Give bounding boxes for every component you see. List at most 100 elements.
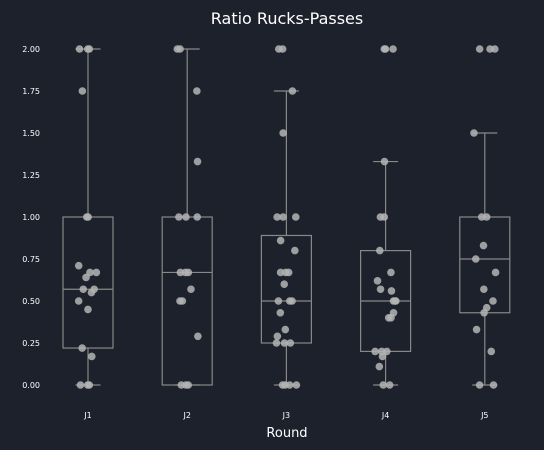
y-tick-label: 1.50 <box>22 129 40 138</box>
data-point <box>280 339 289 347</box>
y-tick-label: 0.00 <box>22 381 40 390</box>
data-point <box>371 347 379 356</box>
data-point <box>182 213 190 221</box>
data-point <box>475 381 484 389</box>
x-tick-label: J4 <box>381 411 389 420</box>
x-tick-label: J3 <box>282 411 290 420</box>
data-point <box>472 325 481 334</box>
data-point <box>279 213 287 221</box>
y-tick-label: 1.75 <box>22 87 40 96</box>
data-point <box>74 261 83 270</box>
data-point <box>193 157 202 166</box>
data-point <box>291 246 299 255</box>
data-point <box>487 347 496 356</box>
data-point <box>491 45 499 53</box>
data-point <box>375 362 384 371</box>
data-point <box>489 381 498 389</box>
data-point <box>285 297 294 305</box>
data-point <box>284 268 293 277</box>
data-point <box>482 213 491 221</box>
iqr-box <box>62 216 114 349</box>
data-point <box>184 268 193 277</box>
data-point <box>276 236 285 245</box>
y-tick-label: 1.00 <box>22 213 40 222</box>
iqr-box <box>161 216 213 386</box>
data-point <box>292 381 301 389</box>
data-point <box>75 45 84 53</box>
data-point <box>274 45 283 53</box>
data-point <box>489 297 497 305</box>
data-point <box>193 213 202 221</box>
data-point <box>480 285 488 294</box>
data-point <box>384 314 393 322</box>
data-point <box>84 305 92 314</box>
data-point <box>184 381 193 389</box>
data-point <box>280 280 289 289</box>
data-point <box>187 285 195 294</box>
data-point <box>475 45 484 53</box>
y-tick-label: 0.25 <box>22 339 40 348</box>
data-point <box>194 332 202 341</box>
data-point <box>373 277 382 285</box>
box-J1 <box>62 48 114 386</box>
data-point <box>276 308 285 317</box>
chart-title: Ratio Rucks-Passes <box>211 9 363 28</box>
data-point <box>82 273 90 282</box>
data-point <box>272 339 281 347</box>
data-point <box>385 381 394 389</box>
data-point <box>76 381 85 389</box>
strip-points <box>74 45 500 389</box>
data-point <box>173 45 182 53</box>
data-point <box>273 213 281 221</box>
data-point <box>276 268 285 277</box>
data-point <box>193 87 201 95</box>
data-point <box>78 344 86 352</box>
data-point <box>479 241 488 250</box>
data-point <box>175 213 183 221</box>
data-point <box>286 339 295 347</box>
data-point <box>177 381 186 389</box>
data-point <box>380 45 389 53</box>
x-tick-label: J5 <box>480 411 488 420</box>
x-axis-label: Round <box>266 426 307 441</box>
iqr-box <box>459 216 511 314</box>
data-point <box>288 87 297 95</box>
data-point <box>279 129 287 137</box>
y-tick-label: 0.75 <box>22 255 40 264</box>
data-point <box>92 268 101 277</box>
data-point <box>78 87 87 95</box>
data-point <box>378 352 387 361</box>
data-point <box>281 325 290 334</box>
y-tick-label: 0.50 <box>22 297 40 306</box>
data-point <box>471 255 480 263</box>
data-point <box>84 213 92 221</box>
data-point <box>273 332 282 341</box>
data-point <box>380 157 389 166</box>
y-tick-label: 2.00 <box>22 45 40 54</box>
data-point <box>83 381 92 389</box>
data-point <box>379 381 388 389</box>
box-J5 <box>459 132 511 386</box>
y-tick-label: 1.25 <box>22 171 40 180</box>
data-point <box>281 381 289 389</box>
data-point <box>376 285 385 294</box>
x-tick-label: J1 <box>83 411 91 420</box>
data-point <box>176 297 184 305</box>
data-point <box>87 352 96 361</box>
data-point <box>387 287 396 295</box>
x-tick-label: J2 <box>182 411 190 420</box>
data-point <box>74 297 83 305</box>
data-point <box>291 213 300 221</box>
y-tick-labels: 0.00 0.25 0.50 0.75 1.00 1.25 1.50 1.75 2.00 <box>22 45 40 390</box>
data-point <box>387 268 395 277</box>
data-point <box>87 288 96 297</box>
data-point <box>389 45 397 53</box>
data-point <box>491 268 500 277</box>
data-point <box>274 297 283 305</box>
data-point <box>480 308 488 317</box>
data-point <box>79 285 88 294</box>
data-point <box>470 129 478 137</box>
data-point <box>376 213 385 221</box>
data-point <box>391 297 399 305</box>
